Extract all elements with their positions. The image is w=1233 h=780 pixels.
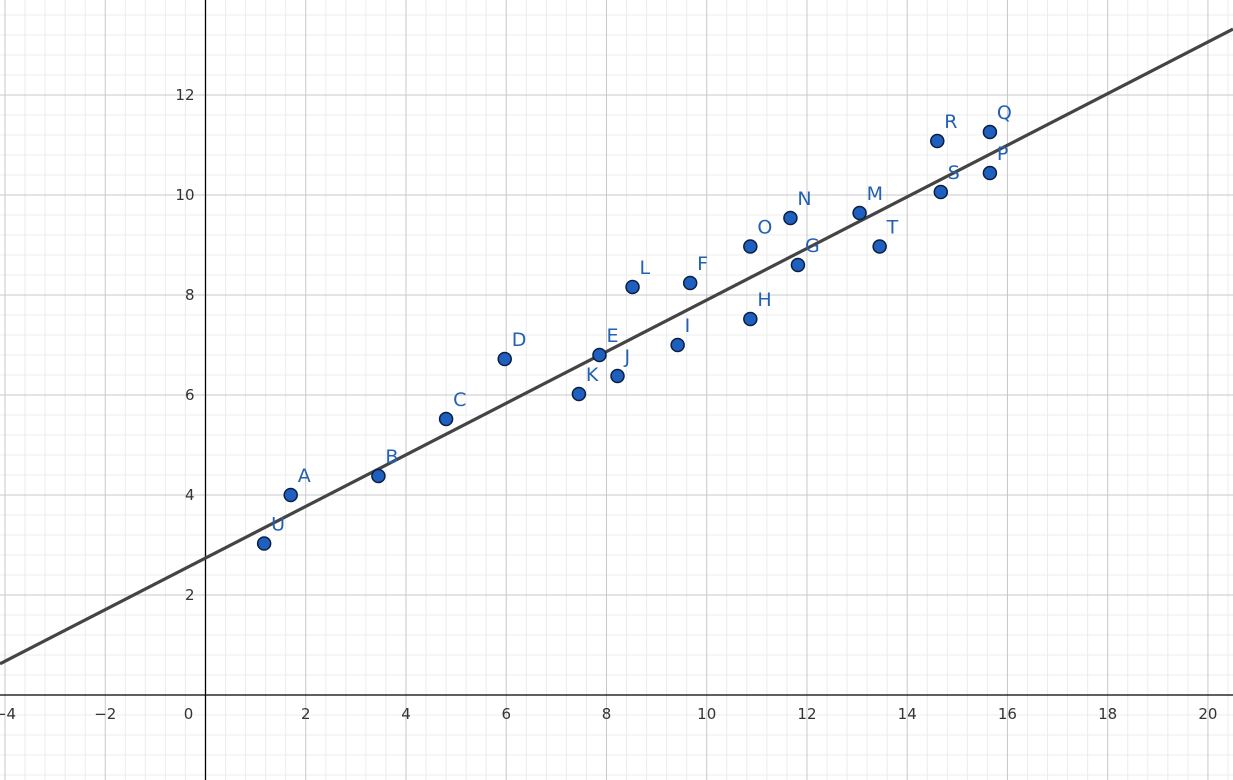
x-tick-label: −4 xyxy=(0,705,16,723)
point-label-u: U xyxy=(271,514,285,536)
y-tick-labels: 2 4 6 8 10 12 xyxy=(175,86,194,604)
x-tick-label: 16 xyxy=(998,705,1017,723)
point-label-b: B xyxy=(385,446,398,468)
data-point-p[interactable] xyxy=(982,165,998,181)
data-point-q[interactable] xyxy=(982,124,998,140)
point-label-j: J xyxy=(624,346,631,368)
point-label-k: K xyxy=(586,364,599,386)
data-point-b[interactable] xyxy=(371,468,386,484)
point-label-o: O xyxy=(757,217,772,239)
point-label-s: S xyxy=(948,162,960,184)
data-point-e[interactable] xyxy=(592,347,607,363)
x-tick-label: 18 xyxy=(1098,705,1117,723)
data-point-f[interactable] xyxy=(682,275,698,291)
point-label-m: M xyxy=(867,183,883,205)
x-tick-label: 4 xyxy=(401,705,411,723)
data-point-i[interactable] xyxy=(670,337,685,353)
x-tick-label: 6 xyxy=(501,705,511,723)
point-label-l: L xyxy=(640,257,651,279)
point-label-i: I xyxy=(685,315,691,337)
data-point-h[interactable] xyxy=(743,311,758,327)
point-label-t: T xyxy=(886,217,899,239)
x-tick-label: 14 xyxy=(898,705,917,723)
y-tick-label: 6 xyxy=(185,386,195,404)
x-tick-labels: −4 −2 0 2 4 6 8 10 12 14 16 18 20 xyxy=(0,705,1217,723)
point-label-h: H xyxy=(757,289,771,311)
data-point-t[interactable] xyxy=(872,239,887,254)
data-point-g[interactable] xyxy=(790,257,806,273)
x-tick-label: 0 xyxy=(184,705,194,723)
y-tick-label: 2 xyxy=(185,586,195,604)
x-tick-label: −2 xyxy=(94,705,116,723)
point-label-q: Q xyxy=(997,102,1012,124)
data-point-s[interactable] xyxy=(933,184,949,200)
regression-line[interactable] xyxy=(0,27,1233,666)
trend-line-group xyxy=(0,27,1233,666)
data-point-u[interactable] xyxy=(256,536,272,551)
y-tick-label: 10 xyxy=(175,186,194,204)
point-label-e: E xyxy=(606,325,618,347)
data-point-j[interactable] xyxy=(610,368,625,384)
x-tick-label: 10 xyxy=(697,705,716,723)
point-label-a: A xyxy=(298,465,311,487)
data-point-c[interactable] xyxy=(438,411,454,427)
y-tick-label: 12 xyxy=(175,86,194,104)
x-tick-label: 2 xyxy=(301,705,311,723)
point-label-g: G xyxy=(805,235,820,257)
point-label-c: C xyxy=(453,389,466,411)
data-point-n[interactable] xyxy=(783,210,798,226)
point-label-r: R xyxy=(944,111,957,133)
data-point-k[interactable] xyxy=(571,386,587,402)
data-point-l[interactable] xyxy=(625,279,640,295)
data-point-r[interactable] xyxy=(930,133,945,149)
point-label-d: D xyxy=(512,329,527,351)
x-tick-label: 12 xyxy=(797,705,816,723)
data-point-o[interactable] xyxy=(743,239,758,254)
data-point-m[interactable] xyxy=(852,205,867,221)
point-label-n: N xyxy=(797,188,811,210)
x-tick-label: 8 xyxy=(602,705,612,723)
y-tick-label: 8 xyxy=(185,286,195,304)
x-tick-label: 20 xyxy=(1198,705,1217,723)
point-label-p: P xyxy=(997,143,1008,165)
point-labels: A B C D E F G H I J K L M N O PQ R S T U xyxy=(271,102,1012,536)
point-label-f: F xyxy=(697,253,708,275)
y-tick-label: 4 xyxy=(185,486,195,504)
data-point-d[interactable] xyxy=(497,351,512,367)
data-point-a[interactable] xyxy=(283,487,298,503)
data-points xyxy=(256,124,998,551)
